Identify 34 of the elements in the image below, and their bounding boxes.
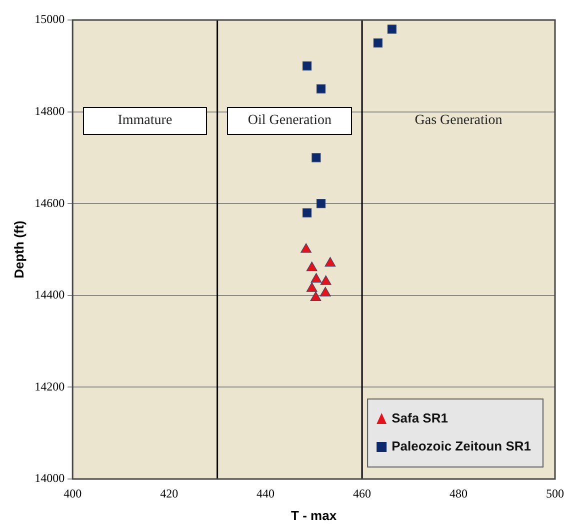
- legend-label: Paleozoic Zeitoun SR1: [392, 438, 532, 454]
- x-tick-label: 500: [546, 486, 564, 500]
- annotation: Immature: [118, 112, 172, 129]
- annotation: Gas Generation: [414, 112, 502, 129]
- point: [316, 199, 326, 208]
- annotation: Oil Generation: [248, 112, 332, 129]
- x-tick-label: 420: [160, 486, 178, 500]
- y-tick-label: 14800: [34, 104, 65, 118]
- point: [320, 286, 331, 296]
- y-tick-label: 14600: [34, 196, 65, 210]
- point: [312, 153, 321, 162]
- x-tick-label: 460: [353, 486, 372, 500]
- y-tick-label: 14000: [34, 471, 65, 486]
- x-tick-label: 480: [450, 486, 468, 500]
- x-axis-title: T - max: [291, 508, 338, 523]
- y-tick-label: 14400: [34, 288, 65, 302]
- point: [306, 262, 318, 272]
- y-tick-label: 15000: [34, 12, 65, 26]
- point: [387, 24, 396, 34]
- point: [302, 208, 312, 218]
- x-tick-label: 400: [64, 486, 82, 500]
- point: [324, 256, 336, 267]
- point: [302, 61, 312, 70]
- point: [306, 282, 318, 292]
- y-axis-title: Depth (ft): [11, 220, 26, 278]
- point: [373, 38, 382, 48]
- x-tick-label: 440: [256, 486, 275, 500]
- point: [310, 273, 322, 283]
- point: [320, 275, 332, 285]
- y-tick-label: 14200: [34, 379, 65, 394]
- point: [300, 243, 312, 253]
- legend-label: Safa SR1: [392, 410, 448, 426]
- point: [310, 291, 322, 301]
- point: [316, 84, 326, 94]
